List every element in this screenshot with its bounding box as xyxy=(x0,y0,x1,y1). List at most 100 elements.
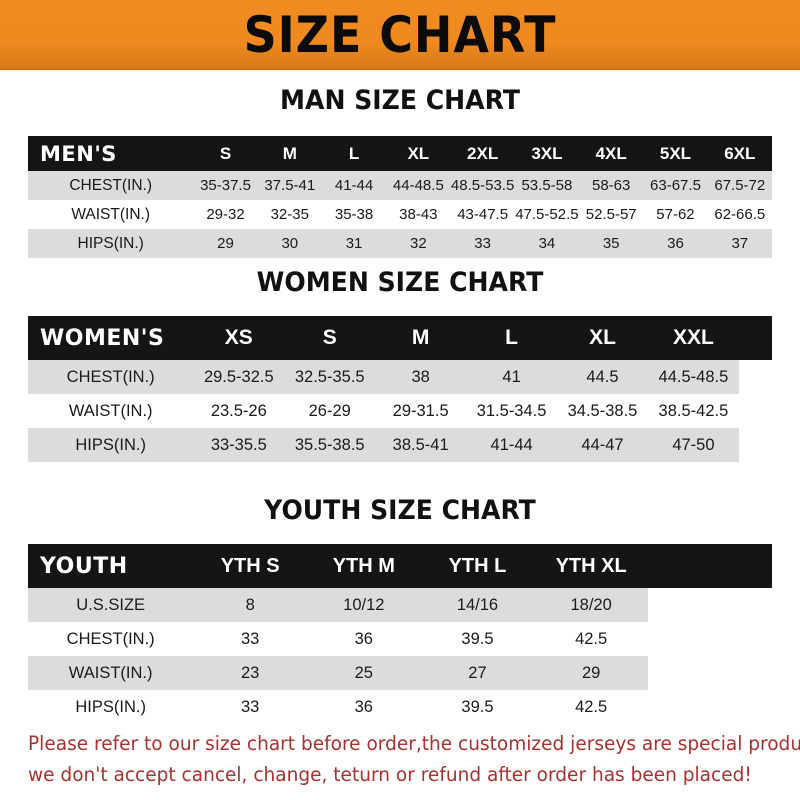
table-cell: 44.5 xyxy=(557,360,648,394)
table-cell: 38 xyxy=(375,360,467,394)
table-cell: 36 xyxy=(306,690,421,724)
page-banner: SIZE CHART xyxy=(0,0,800,70)
row-label: HIPS(IN.) xyxy=(28,229,194,258)
table-cell: 35-38 xyxy=(321,200,387,229)
table-corner-label: MEN'S xyxy=(40,141,117,166)
table-cell: 29 xyxy=(193,229,258,258)
table-cell: 8 xyxy=(193,588,307,622)
table-cell: 44-47 xyxy=(557,428,648,462)
table-cell: 47.5-52.5 xyxy=(514,200,580,229)
table-cell: 52.5-57 xyxy=(579,200,644,229)
table-row: CHEST(IN.) 29.5-32.5 32.5-35.5 38 41 44.5 44.5… xyxy=(28,360,772,394)
table-header-row: YOUTH YTH S YTH M YTH L YTH XL xyxy=(28,544,772,588)
table-cell: 42.5 xyxy=(534,622,648,656)
table-cell: 29.5-32.5 xyxy=(193,360,285,394)
row-spacer xyxy=(738,394,772,428)
table-cell: 10/12 xyxy=(306,588,421,622)
men-section-title: MAN SIZE CHART xyxy=(280,85,520,116)
table-cell: 58-63 xyxy=(579,171,644,200)
table-cell: 23.5-26 xyxy=(193,394,285,428)
order-policy-line-1: Please refer to our size chart before or… xyxy=(28,732,800,755)
table-cell: 41-44 xyxy=(466,428,558,462)
row-label: HIPS(IN.) xyxy=(28,428,194,462)
table-cell: 38.5-42.5 xyxy=(647,394,739,428)
women-section-title: WOMEN SIZE CHART xyxy=(256,267,544,298)
header-spacer xyxy=(739,316,772,360)
row-label: WAIST(IN.) xyxy=(28,200,194,229)
column-header: 3XL xyxy=(531,143,563,163)
header-spacer xyxy=(648,544,772,588)
table-cell: 57-62 xyxy=(643,200,708,229)
column-header: YTH S xyxy=(220,554,280,577)
column-header: XXL xyxy=(672,326,714,349)
row-label: CHEST(IN.) xyxy=(28,360,194,394)
row-spacer xyxy=(647,690,772,724)
table-cell: 30 xyxy=(257,229,322,258)
table-row: WAIST(IN.) 29-32 32-35 35-38 38-43 43-47.5 47.… xyxy=(28,200,772,229)
column-header: M xyxy=(282,143,297,163)
table-cell: 18/20 xyxy=(534,588,648,622)
table-cell: 39.5 xyxy=(420,622,535,656)
table-cell: 32 xyxy=(386,229,451,258)
men-table: MEN'S S M L XL 2XL 3XL 4XL 5XL 6XL CHEST(IN.) 35-37… xyxy=(28,136,772,258)
table-cell: 37 xyxy=(707,229,772,258)
page-title: SIZE CHART xyxy=(243,6,557,64)
row-label: U.S.SIZE xyxy=(28,588,194,622)
column-header: L xyxy=(505,326,518,349)
table-cell: 29-31.5 xyxy=(375,394,467,428)
table-cell: 32.5-35.5 xyxy=(284,360,376,394)
table-cell: 33 xyxy=(193,690,307,724)
column-header: XL xyxy=(407,143,430,163)
table-cell: 31 xyxy=(321,229,387,258)
column-header: YTH L xyxy=(448,554,507,577)
table-cell: 36 xyxy=(643,229,708,258)
table-row: HIPS(IN.) 33 36 39.5 42.5 xyxy=(28,690,772,724)
column-header: YTH M xyxy=(332,554,395,577)
table-cell: 35.5-38.5 xyxy=(284,428,376,462)
table-cell: 29 xyxy=(534,656,648,690)
row-label: CHEST(IN.) xyxy=(28,171,194,200)
table-cell: 23 xyxy=(193,656,307,690)
table-cell: 35 xyxy=(579,229,644,258)
column-header: S xyxy=(219,143,232,163)
row-label: HIPS(IN.) xyxy=(28,690,194,724)
column-header: 4XL xyxy=(595,143,627,163)
table-corner-label: WOMEN'S xyxy=(40,325,165,351)
column-header: 2XL xyxy=(467,143,499,163)
table-cell: 62-66.5 xyxy=(707,200,772,229)
table-cell: 38.5-41 xyxy=(375,428,467,462)
table-cell: 35-37.5 xyxy=(193,171,258,200)
table-cell: 34 xyxy=(514,229,580,258)
table-cell: 37.5-41 xyxy=(257,171,322,200)
table-row: CHEST(IN.) 35-37.5 37.5-41 41-44 44-48.5 48.5… xyxy=(28,171,772,200)
column-header: 5XL xyxy=(659,143,692,163)
order-policy-note: Please refer to our size chart before or… xyxy=(28,728,800,790)
table-row: U.S.SIZE 8 10/12 14/16 18/20 xyxy=(28,588,772,622)
women-table: WOMEN'S XS S M L XL XXL CHEST(IN.) 29.5-32.5 32.5… xyxy=(28,316,772,462)
table-cell: 67.5-72 xyxy=(707,171,772,200)
table-cell: 34.5-38.5 xyxy=(557,394,648,428)
table-cell: 41 xyxy=(466,360,558,394)
youth-size-table: YOUTH YTH S YTH M YTH L YTH XL U.S.SIZE 8 10/12… xyxy=(28,544,772,724)
table-cell: 32-35 xyxy=(257,200,322,229)
table-row: WAIST(IN.) 23 25 27 29 xyxy=(28,656,772,690)
table-cell: 31.5-34.5 xyxy=(466,394,558,428)
table-cell: 44.5-48.5 xyxy=(647,360,739,394)
row-spacer xyxy=(647,622,772,656)
table-corner-label: YOUTH xyxy=(40,553,128,579)
column-header: XS xyxy=(224,326,253,349)
table-row: CHEST(IN.) 33 36 39.5 42.5 xyxy=(28,622,772,656)
table-row: HIPS(IN.) 33-35.5 35.5-38.5 38.5-41 41-44 44-… xyxy=(28,428,772,462)
order-policy-line-2: we don't accept cancel, change, teturn o… xyxy=(28,763,752,786)
men-size-table: MEN'S S M L XL 2XL 3XL 4XL 5XL 6XL CHEST(IN.) 35-37… xyxy=(28,136,772,258)
column-header: 6XL xyxy=(724,143,756,163)
youth-section-title: YOUTH SIZE CHART xyxy=(264,495,536,526)
column-header: YTH XL xyxy=(555,554,627,577)
table-cell: 27 xyxy=(420,656,535,690)
row-label: WAIST(IN.) xyxy=(28,394,194,428)
row-spacer xyxy=(647,588,772,622)
table-cell: 47-50 xyxy=(647,428,739,462)
table-cell: 25 xyxy=(306,656,421,690)
table-cell: 39.5 xyxy=(420,690,535,724)
